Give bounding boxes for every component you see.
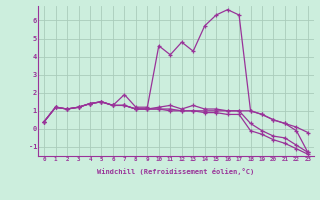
X-axis label: Windchill (Refroidissement éolien,°C): Windchill (Refroidissement éolien,°C)	[97, 168, 255, 175]
